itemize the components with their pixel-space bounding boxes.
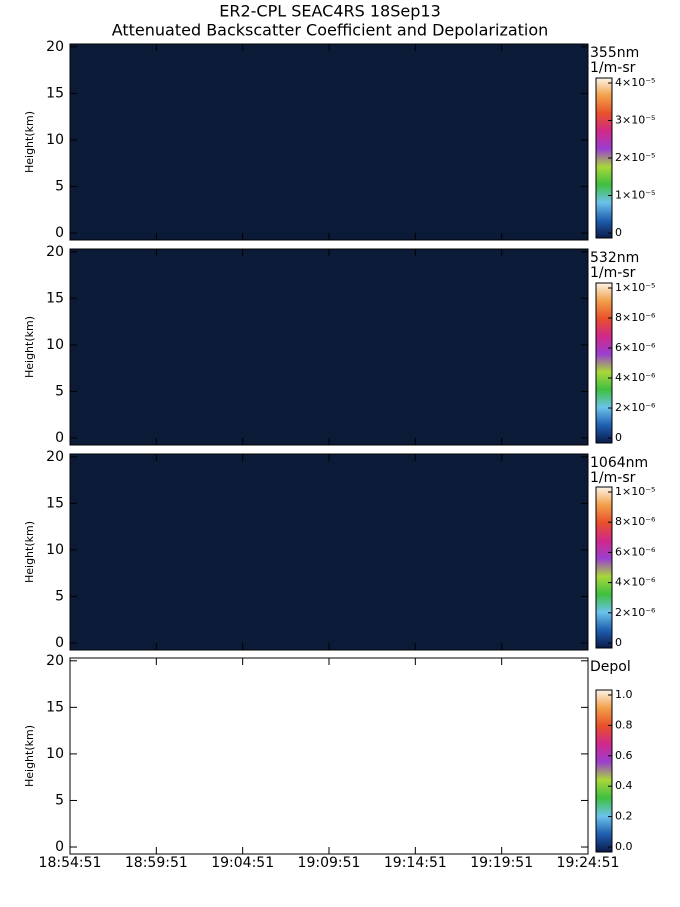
x-tick-label: 19:09:51: [298, 855, 361, 871]
y-tick-label: 0: [55, 635, 64, 651]
y-tick-label: 20: [46, 244, 64, 260]
y-tick-label: 15: [46, 85, 64, 101]
colorbar-tick-label: 0: [615, 431, 622, 444]
y-axis-label: Height(km): [23, 521, 36, 583]
colorbar-tick-label: 4×10⁻⁶: [615, 371, 656, 384]
x-tick-label: 18:54:51: [39, 855, 102, 871]
x-tick-label: 19:24:51: [557, 855, 620, 871]
x-tick-label: 18:59:51: [125, 855, 188, 871]
colorbar-tick-label: 6×10⁻⁶: [615, 545, 656, 558]
y-axis-label: Height(km): [23, 316, 36, 378]
chart-title: ER2-CPL SEAC4RS 18Sep13: [219, 2, 441, 21]
y-tick-label: 15: [46, 290, 64, 306]
colorbar-tick-label: 3×10⁻⁵: [615, 114, 655, 127]
y-tick-label: 5: [55, 792, 64, 808]
colorbar-tick-label: 0.8: [615, 718, 633, 731]
plot-area: [69, 453, 589, 651]
x-tick-label: 19:19:51: [470, 855, 533, 871]
colorbar: [595, 282, 613, 444]
colorbar-tick-label: 2×10⁻⁶: [615, 606, 656, 619]
x-tick-label: 19:04:51: [211, 855, 274, 871]
plot-area: [69, 43, 589, 241]
y-tick-label: 0: [55, 225, 64, 241]
plot-area: [69, 657, 589, 855]
colorbar-tick-label: 2×10⁻⁵: [615, 151, 655, 164]
y-tick-label: 15: [46, 495, 64, 511]
colorbar-label: 1/m-sr: [590, 60, 636, 76]
colorbar-tick-label: 6×10⁻⁶: [615, 341, 656, 354]
y-tick-label: 15: [46, 699, 64, 715]
plot-area: [69, 248, 589, 446]
y-tick-label: 0: [55, 430, 64, 446]
y-tick-label: 5: [55, 383, 64, 399]
y-tick-label: 5: [55, 178, 64, 194]
colorbar-tick-label: 1×10⁻⁵: [615, 485, 655, 498]
colorbar-tick-label: 0: [615, 226, 622, 239]
y-axis-label: Height(km): [23, 725, 36, 787]
colorbar-label: Depol: [590, 659, 631, 675]
colorbar-tick-label: 0.6: [615, 749, 633, 762]
x-tick-label: 19:14:51: [384, 855, 447, 871]
y-tick-label: 20: [46, 449, 64, 465]
y-tick-label: 10: [46, 746, 64, 762]
colorbar-tick-label: 1×10⁻⁵: [615, 189, 655, 202]
colorbar-tick-label: 1.0: [615, 688, 633, 701]
colorbar-label: 1064nm: [590, 455, 648, 471]
colorbar-tick-label: 0.2: [615, 810, 633, 823]
colorbar-label: 355nm: [590, 45, 639, 61]
y-tick-label: 10: [46, 542, 64, 558]
colorbar: [595, 486, 613, 649]
chart-subtitle: Attenuated Backscatter Coefficient and D…: [112, 21, 549, 40]
colorbar-tick-label: 4×10⁻⁵: [615, 76, 655, 89]
colorbar-tick-label: 8×10⁻⁶: [615, 515, 656, 528]
colorbar-tick-label: 1×10⁻⁵: [615, 281, 655, 294]
y-axis-label: Height(km): [23, 111, 36, 173]
y-tick-label: 10: [46, 337, 64, 353]
y-tick-label: 20: [46, 653, 64, 669]
colorbar-tick-label: 2×10⁻⁶: [615, 401, 656, 414]
colorbar-label: 1/m-sr: [590, 470, 636, 486]
colorbar-tick-label: 0.4: [615, 779, 633, 792]
colorbar-tick-label: 0.0: [615, 840, 633, 853]
colorbar-tick-label: 8×10⁻⁶: [615, 311, 656, 324]
colorbar: [595, 689, 613, 853]
y-tick-label: 20: [46, 39, 64, 55]
colorbar-label: 1/m-sr: [590, 265, 636, 281]
y-tick-label: 0: [55, 839, 64, 855]
y-tick-label: 5: [55, 588, 64, 604]
colorbar-tick-label: 0: [615, 636, 622, 649]
colorbar-label: 532nm: [590, 250, 639, 266]
colorbar-tick-label: 4×10⁻⁶: [615, 576, 656, 589]
y-tick-label: 10: [46, 132, 64, 148]
